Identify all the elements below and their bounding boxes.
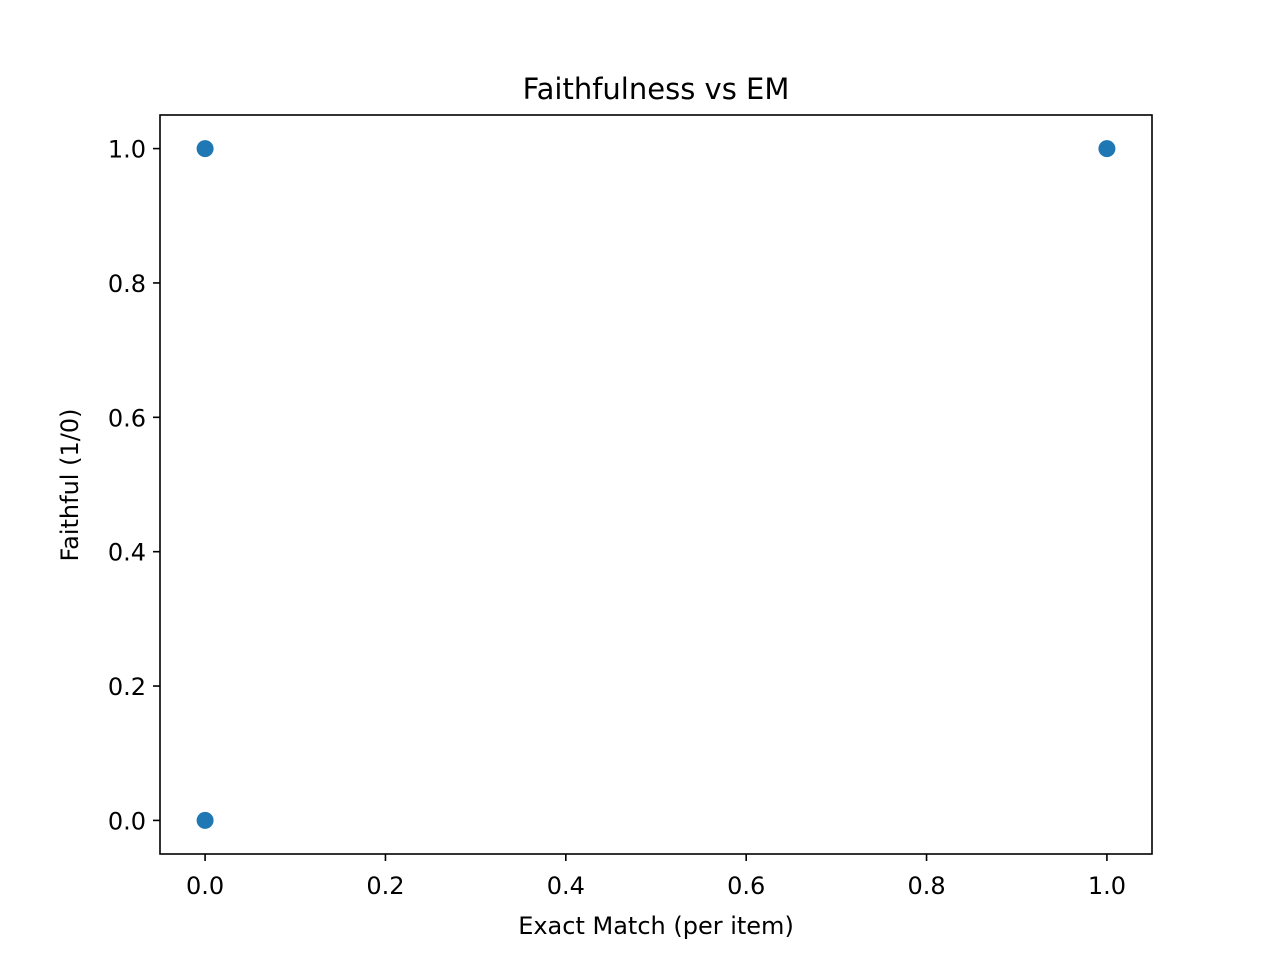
plot-area: [159, 114, 1153, 855]
y-tick-label: 0.2: [108, 673, 146, 701]
y-tick-label: 0.4: [108, 539, 146, 567]
x-tick-label: 0.4: [547, 872, 585, 900]
scatter-point: [1098, 140, 1116, 158]
x-axis: 0.0 0.2 0.4 0.6 0.8 1.0: [186, 854, 1126, 900]
y-tick-label: 0.6: [108, 404, 146, 432]
y-tick-label: 0.0: [108, 807, 146, 835]
x-tick-label: 0.0: [186, 872, 224, 900]
y-tick-label: 1.0: [108, 136, 146, 164]
x-tick-label: 0.8: [907, 872, 945, 900]
scatter-point: [196, 811, 214, 829]
y-tick-label: 0.8: [108, 270, 146, 298]
scatter-point: [196, 140, 214, 158]
plot-frame: [159, 114, 1153, 855]
y-axis-label: Faithful (1/0): [56, 409, 84, 562]
x-tick-label: 0.6: [727, 872, 765, 900]
x-axis-label: Exact Match (per item): [518, 912, 794, 940]
scatter-points: [196, 140, 1116, 829]
x-tick-label: 1.0: [1088, 872, 1126, 900]
chart-title: Faithfulness vs EM: [523, 72, 790, 106]
x-tick-label: 0.2: [366, 872, 404, 900]
plot-background: [160, 115, 1152, 854]
y-axis: 0.0 0.2 0.4 0.6 0.8 1.0: [108, 136, 160, 835]
